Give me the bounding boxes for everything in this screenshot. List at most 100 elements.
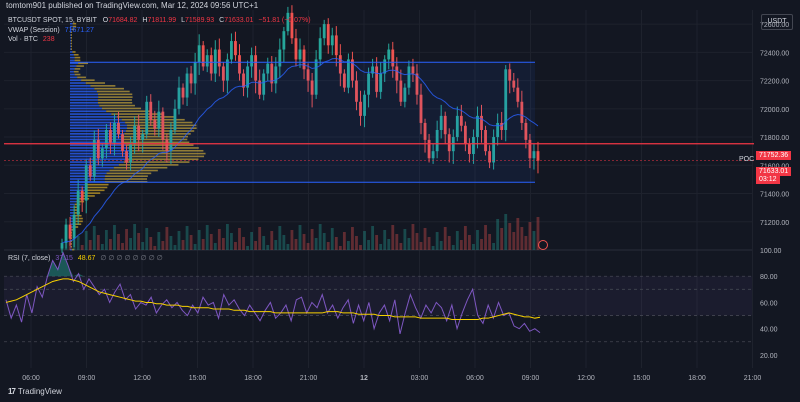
candle-body [351,59,354,81]
chart-overlays [4,57,754,244]
volume-bar [476,230,479,250]
volume-profile-down-bar [75,217,83,220]
candle-body [472,137,475,154]
time-tick-label: 21:00 [300,375,318,382]
candle-body [338,55,342,74]
volume-bar [286,244,290,250]
volume-profile-down-bar [70,37,72,39]
volume-profile-down-bar [70,240,72,242]
volume-profile-down-bar [123,135,188,138]
volume-legend[interactable]: Vol · BTC 238 [8,36,55,43]
candle-body [310,80,314,95]
volume-profile-down-bar [86,186,108,189]
tv-logo-icon: 17 [8,387,16,396]
volume-profile-up-bar [70,62,79,65]
volume-bar [355,236,358,250]
volume-profile-up-bar [70,138,123,141]
candle-body [423,122,427,140]
volume-profile-up-bar [70,79,82,81]
volume-bar [80,245,84,250]
volume-bar [439,241,443,250]
candle-body [411,66,415,74]
volume-profile-down-bar [73,70,79,73]
volume-bar [536,217,540,250]
volume-profile-up-bar [70,152,132,155]
volume-bar [290,230,294,250]
volume-profile-up-bar [70,133,125,135]
rsi-ma-value: 48.67 [77,255,96,262]
poc-label: POC [739,156,755,163]
candle-body [504,69,508,130]
time-tick-label: 18:00 [688,375,706,382]
price-tick-label: 72600.00 [760,22,789,29]
volume-profile-down-bar [70,42,72,45]
candle-body [145,101,149,135]
volume-profile-down-bar [74,56,81,59]
last-price-badge: 71633.01 [756,167,792,176]
candle-body [346,59,350,88]
volume-profile-down-bar [70,245,72,248]
volume-bar [266,245,270,250]
volume-profile-down-bar [85,189,105,192]
volume-bar [407,238,411,250]
candle-body [447,134,451,152]
candle-body [133,125,137,145]
volume-profile-up-bar [70,76,78,79]
volume-bar [431,246,435,250]
volume-bar [379,244,383,250]
volume-bar [262,236,266,250]
volume-profile-up-bar [70,59,75,62]
price-tick-label: 71800.00 [760,135,789,142]
alert-icon[interactable] [538,240,548,250]
volume-profile-down-bar [70,34,72,36]
volume-profile-down-bar [78,197,90,200]
candle-body [322,24,326,39]
volume-bar [197,230,201,250]
candle-body [64,224,68,243]
volume-bar [528,222,532,250]
candle-body [488,151,491,163]
candle-body [209,55,213,74]
candle-body [355,80,358,102]
candle-body [455,115,459,138]
vwap-legend[interactable]: VWAP (Session) 71671.27 [8,27,94,34]
candle-body [217,49,221,67]
volume-bar [512,232,516,250]
volume-bar [314,238,318,250]
candle-body [387,49,391,60]
candle-body [536,151,540,161]
tradingview-logo[interactable]: 17 TradingView [8,387,62,396]
candle-body [516,87,520,102]
volume-bar [149,237,153,250]
volume-bar [278,226,282,250]
volume-bar [225,224,229,250]
volume-bar [242,237,245,250]
volume-bar [238,228,241,250]
volume-profile-down-bar [76,65,84,67]
candle-body [528,139,532,159]
volume-bar [391,225,395,250]
volume-profile-up-bar [70,113,112,115]
volume-profile-up-bar [70,51,73,53]
candle-body [508,69,512,81]
volume-bar [213,243,217,250]
volume-bar [250,232,254,250]
candle-body [496,122,500,138]
candle-body [113,122,116,143]
volume-value: 238 [42,36,55,43]
candle-body [383,59,387,74]
candle-body [221,66,225,81]
candle-body [463,125,467,145]
rsi-legend[interactable]: RSI (7, close) 37.15 48.67 ∅ ∅ ∅ ∅ ∅ ∅ ∅… [8,255,163,262]
volume-profile-up-bar [70,124,127,127]
volume-profile-up-bar [70,212,75,214]
rsi-overbought-fill [6,252,540,277]
volume-profile-down-bar [118,164,179,166]
currency-button[interactable]: USDT [761,14,793,30]
volume-bar [496,219,500,250]
volume-profile-up-bar [70,206,74,209]
volume-profile-up-bar [70,161,124,163]
candle-body [468,144,471,154]
price-tick-label: 72000.00 [760,107,789,114]
